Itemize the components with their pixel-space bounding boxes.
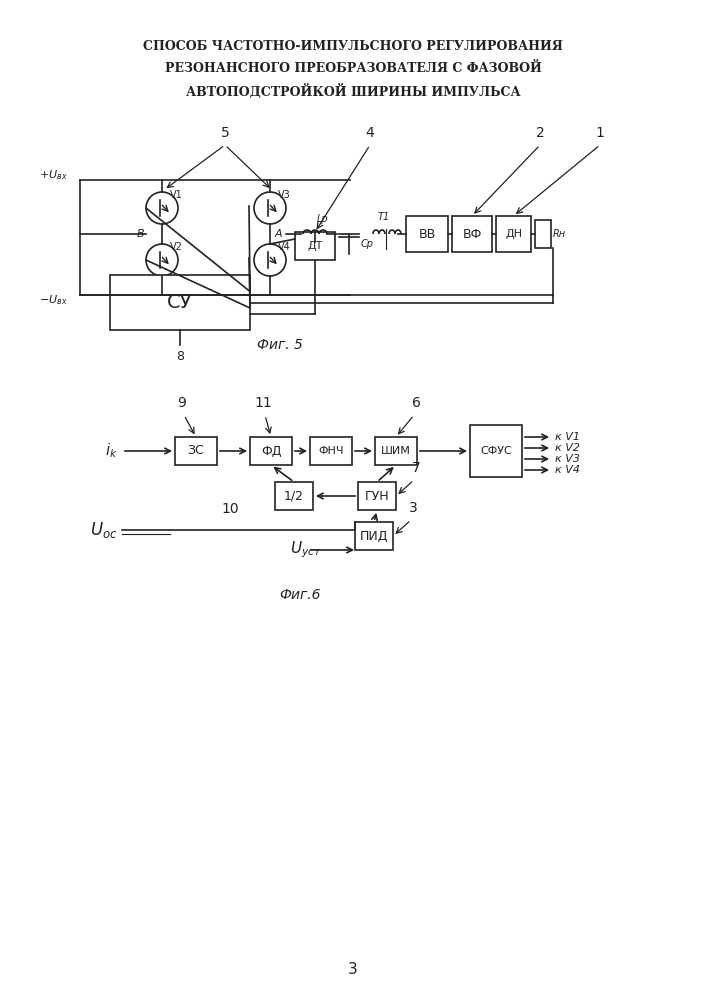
- Text: СФУС: СФУС: [480, 446, 512, 456]
- Text: ДТ: ДТ: [308, 241, 322, 251]
- Text: ШИМ: ШИМ: [381, 446, 411, 456]
- FancyBboxPatch shape: [358, 482, 396, 510]
- Text: 1/2: 1/2: [284, 489, 304, 502]
- Text: ЗС: ЗС: [187, 444, 204, 458]
- Text: $U_{уст}$: $U_{уст}$: [290, 540, 322, 560]
- FancyBboxPatch shape: [110, 275, 250, 330]
- Text: 2: 2: [536, 126, 544, 140]
- Text: $+U_{вх}$: $+U_{вх}$: [40, 168, 68, 182]
- Text: Фиг. 5: Фиг. 5: [257, 338, 303, 352]
- FancyBboxPatch shape: [250, 437, 292, 465]
- Text: Rн: Rн: [553, 229, 566, 239]
- Text: 9: 9: [177, 396, 187, 410]
- Text: ФД: ФД: [261, 444, 281, 458]
- Text: Фиг.6: Фиг.6: [279, 588, 321, 602]
- Text: V2: V2: [170, 242, 183, 252]
- Text: V3: V3: [278, 190, 291, 200]
- Text: Ср: Ср: [361, 239, 374, 249]
- Text: к V2: к V2: [555, 443, 580, 453]
- Text: 1: 1: [595, 126, 604, 140]
- FancyBboxPatch shape: [175, 437, 217, 465]
- Text: 8: 8: [176, 350, 184, 363]
- Text: 10: 10: [221, 502, 239, 516]
- Text: A: A: [275, 229, 283, 239]
- Text: 7: 7: [411, 461, 421, 475]
- FancyBboxPatch shape: [452, 216, 492, 252]
- Text: ГУН: ГУН: [365, 489, 390, 502]
- Text: ВФ: ВФ: [462, 228, 481, 240]
- Text: 6: 6: [411, 396, 421, 410]
- Text: 3: 3: [348, 962, 358, 978]
- Text: к V1: к V1: [555, 432, 580, 442]
- Text: 4: 4: [366, 126, 375, 140]
- Text: Lр: Lр: [317, 214, 329, 224]
- FancyBboxPatch shape: [310, 437, 352, 465]
- Text: к V4: к V4: [555, 465, 580, 475]
- Text: $U_{oc}$: $U_{oc}$: [90, 520, 118, 540]
- FancyBboxPatch shape: [295, 232, 335, 260]
- Text: ПИД: ПИД: [360, 530, 388, 542]
- Text: V4: V4: [278, 242, 291, 252]
- Text: 11: 11: [254, 396, 272, 410]
- Text: ВВ: ВВ: [419, 228, 436, 240]
- Text: ФНЧ: ФНЧ: [318, 446, 344, 456]
- Text: АВТОПОДСТРОЙКОЙ ШИРИНЫ ИМПУЛЬСА: АВТОПОДСТРОЙКОЙ ШИРИНЫ ИМПУЛЬСА: [186, 84, 520, 99]
- Text: 3: 3: [409, 501, 417, 515]
- Text: $-U_{вх}$: $-U_{вх}$: [40, 293, 68, 307]
- FancyBboxPatch shape: [406, 216, 448, 252]
- Text: T1: T1: [378, 212, 390, 222]
- Text: V1: V1: [170, 190, 182, 200]
- Text: 5: 5: [221, 126, 229, 140]
- FancyBboxPatch shape: [375, 437, 417, 465]
- FancyBboxPatch shape: [470, 425, 522, 477]
- FancyBboxPatch shape: [535, 220, 551, 248]
- Text: $i_k$: $i_k$: [105, 442, 118, 460]
- Text: СПОСОБ ЧАСТОТНО-ИМПУЛЬСНОГО РЕГУЛИРОВАНИЯ: СПОСОБ ЧАСТОТНО-ИМПУЛЬСНОГО РЕГУЛИРОВАНИ…: [143, 40, 563, 53]
- Text: ДН: ДН: [505, 229, 522, 239]
- FancyBboxPatch shape: [496, 216, 531, 252]
- Text: к V3: к V3: [555, 454, 580, 464]
- Text: B: B: [136, 229, 144, 239]
- Text: СУ: СУ: [168, 293, 193, 312]
- FancyBboxPatch shape: [275, 482, 313, 510]
- Text: РЕЗОНАНСНОГО ПРЕОБРАЗОВАТЕЛЯ С ФАЗОВОЙ: РЕЗОНАНСНОГО ПРЕОБРАЗОВАТЕЛЯ С ФАЗОВОЙ: [165, 62, 542, 75]
- FancyBboxPatch shape: [355, 522, 393, 550]
